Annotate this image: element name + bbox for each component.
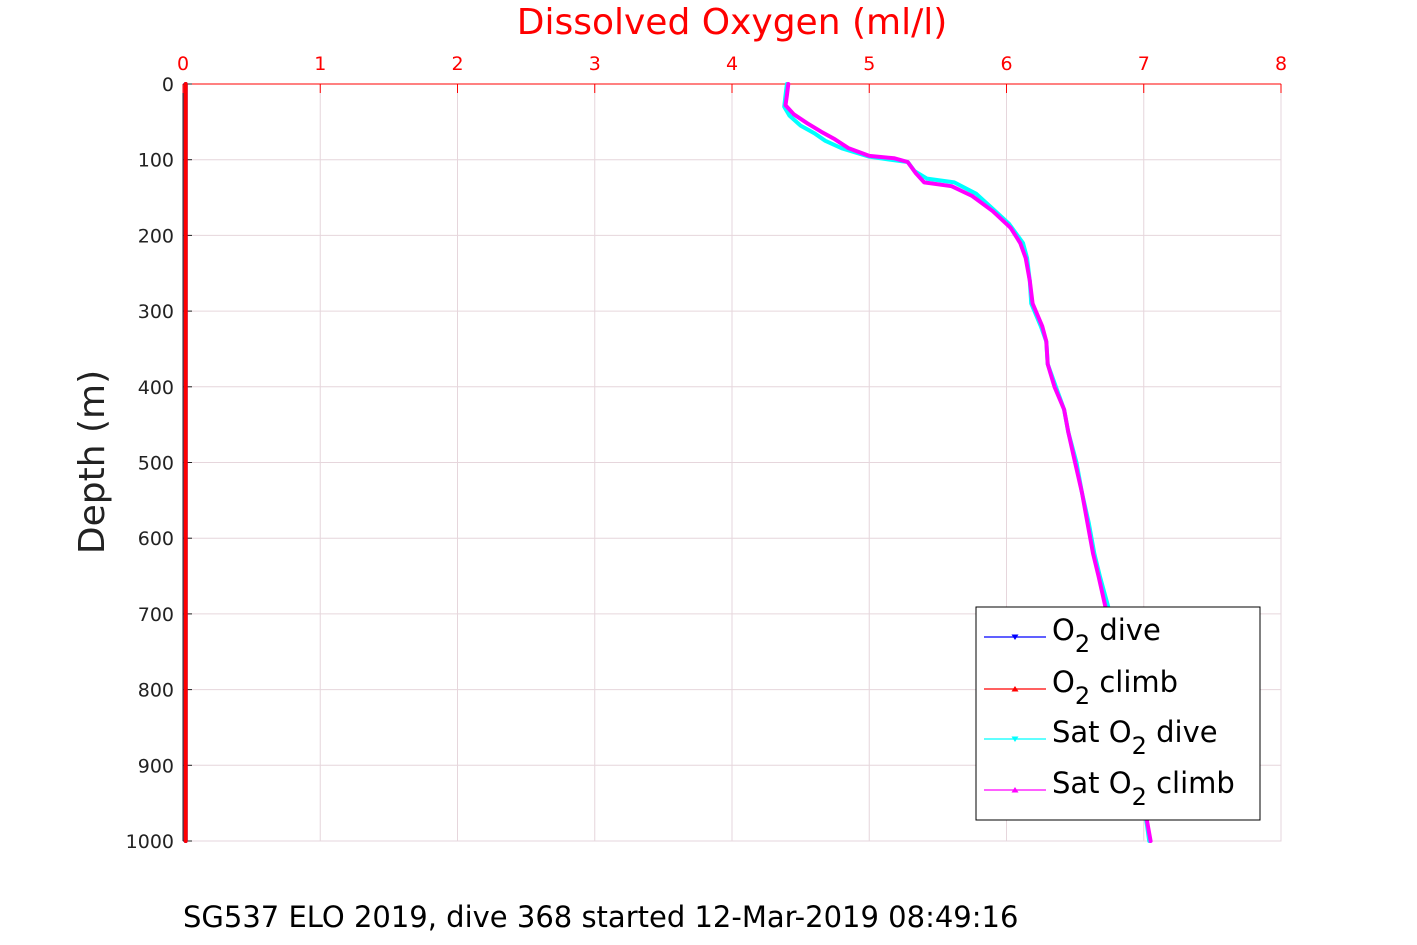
legend: O2 dive O2 climb Sat O2 dive Sat O2 climb bbox=[975, 606, 1261, 821]
legend-marker bbox=[1011, 686, 1019, 692]
x-tick-label: 5 bbox=[863, 53, 875, 75]
legend-label: Sat O2 dive bbox=[1052, 715, 1218, 760]
legend-marker bbox=[1011, 787, 1019, 793]
y-tick-label: 400 bbox=[138, 377, 174, 399]
x-axis-ticks: 0 1 2 3 4 5 6 7 8 bbox=[177, 53, 1287, 93]
x-tick-label: 3 bbox=[589, 53, 601, 75]
x-tick-label: 1 bbox=[314, 53, 326, 75]
x-tick-label: 6 bbox=[1000, 53, 1012, 75]
x-tick-label: 4 bbox=[726, 53, 738, 75]
y-tick-label: 500 bbox=[138, 453, 174, 475]
chart-caption: SG537 ELO 2019, dive 368 started 12-Mar-… bbox=[183, 900, 1018, 934]
series-line-sat-climb bbox=[783, 82, 1153, 843]
y-tick-label: 900 bbox=[138, 755, 174, 777]
chart-title: Dissolved Oxygen (ml/l) bbox=[517, 2, 948, 43]
y-tick-label: 700 bbox=[138, 604, 174, 626]
y-tick-label: 800 bbox=[138, 680, 174, 702]
legend-item-o2-dive: O2 dive bbox=[984, 613, 1161, 658]
series bbox=[183, 82, 1153, 843]
y-tick-label: 200 bbox=[138, 225, 174, 247]
legend-label: O2 dive bbox=[1052, 613, 1161, 658]
legend-item-sat-dive: Sat O2 dive bbox=[984, 715, 1218, 760]
y-axis-label: Depth (m) bbox=[72, 370, 113, 554]
legend-box bbox=[975, 606, 1261, 821]
legend-marker bbox=[1011, 634, 1019, 640]
x-tick-label: 8 bbox=[1275, 53, 1287, 75]
legend-marker bbox=[1011, 736, 1019, 742]
x-tick-label: 7 bbox=[1138, 53, 1150, 75]
y-tick-label: 300 bbox=[138, 301, 174, 323]
legend-item-o2-climb: O2 climb bbox=[984, 665, 1178, 710]
x-tick-label: 2 bbox=[451, 53, 463, 75]
y-axis-ticks: 0 100 200 300 400 500 600 700 800 900 1000 bbox=[126, 74, 192, 853]
legend-label: O2 climb bbox=[1052, 665, 1178, 710]
y-tick-label: 1000 bbox=[126, 831, 174, 853]
y-tick-label: 0 bbox=[162, 74, 174, 96]
y-tick-label: 100 bbox=[138, 150, 174, 172]
legend-label: Sat O2 climb bbox=[1052, 766, 1235, 811]
y-tick-label: 600 bbox=[138, 528, 174, 550]
legend-item-sat-climb: Sat O2 climb bbox=[984, 766, 1235, 811]
x-tick-label: 0 bbox=[177, 53, 189, 75]
